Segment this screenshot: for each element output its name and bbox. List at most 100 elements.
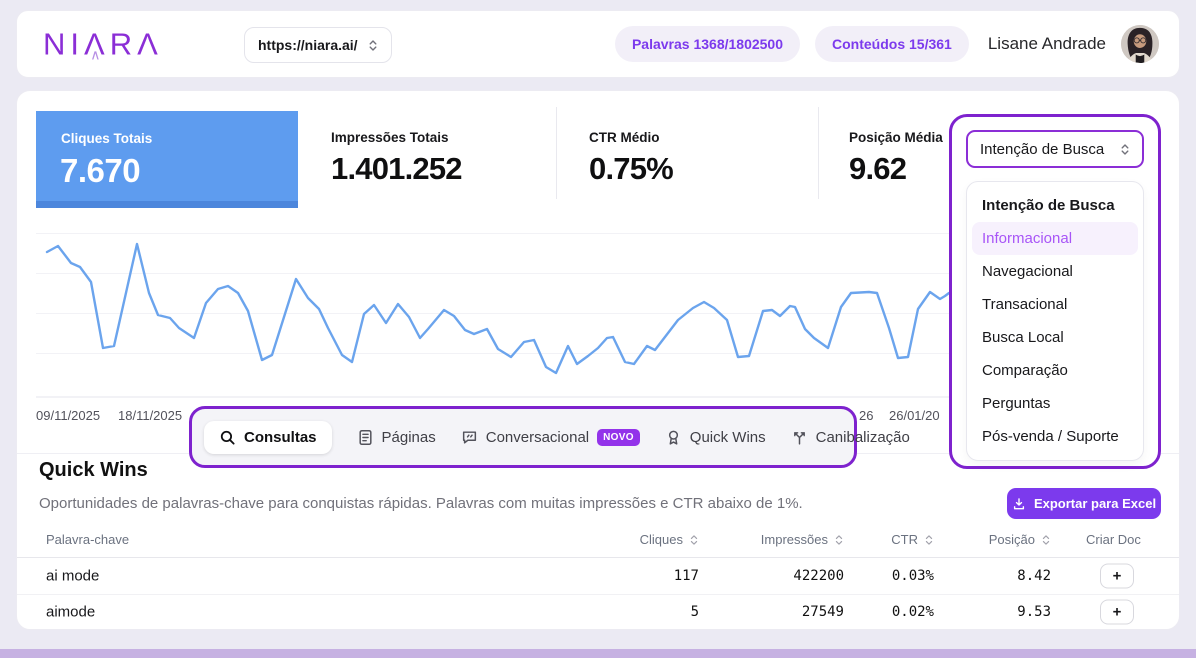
- split-icon: [793, 431, 805, 445]
- menu-option-transacional[interactable]: Transacional: [982, 296, 1068, 313]
- column-header-ctr[interactable]: CTR: [891, 532, 934, 547]
- clicks-line: [45, 242, 951, 375]
- menu-option-pos-venda-suporte[interactable]: Pós-venda / Suporte: [982, 428, 1119, 445]
- app-logo: NIΛ ∧ RΛ: [43, 26, 163, 63]
- intent-filter-menu: Intenção de Busca Informacional Navegaci…: [966, 181, 1144, 461]
- table-header-row: Palavra-chave Cliques Impressões CTR Pos…: [17, 527, 1179, 558]
- logo-a-glyph: Λ ∧: [84, 26, 110, 63]
- ctr-cell: 0.03%: [891, 568, 934, 584]
- stat-label: CTR Médio: [589, 130, 660, 145]
- tab-consultas[interactable]: Consultas: [204, 420, 332, 454]
- top-header: NIΛ ∧ RΛ https://niara.ai/ Palavras 1368/1…: [16, 10, 1180, 78]
- site-url-select[interactable]: https://niara.ai/: [244, 27, 392, 63]
- logo-inner-caret: ∧: [90, 46, 101, 63]
- stat-value: 7.670: [60, 152, 141, 189]
- create-doc-button[interactable]: +: [1100, 563, 1134, 589]
- conteudos-quota-badge: Conteúdos 15/361: [815, 26, 969, 62]
- column-header-criar-doc: Criar Doc: [1086, 532, 1141, 547]
- quick-wins-title: Quick Wins: [39, 459, 148, 481]
- chevron-updown-icon: [369, 39, 377, 51]
- tab-label: Páginas: [381, 428, 436, 446]
- palavras-quota-badge: Palavras 1368/1802500: [614, 26, 801, 62]
- stat-card-cliques-totais[interactable]: Cliques Totais 7.670: [36, 111, 298, 208]
- menu-option-perguntas[interactable]: Perguntas: [982, 395, 1051, 412]
- table-row: aimode 5 27549 0.02% 9.53 +: [17, 594, 1179, 630]
- stat-label: Posição Média: [849, 130, 943, 145]
- menu-option-busca-local[interactable]: Busca Local: [982, 329, 1064, 346]
- stat-card-ctr-medio[interactable]: CTR Médio 0.75%: [589, 130, 674, 187]
- ctr-cell: 0.02%: [891, 604, 934, 620]
- intent-filter-selected-value: Intenção de Busca: [980, 140, 1105, 158]
- sort-icon: [690, 534, 698, 545]
- stat-card-impressoes-totais[interactable]: Impressões Totais 1.401.252: [331, 130, 463, 187]
- user-name: Lisane Andrade: [987, 34, 1106, 53]
- stats-divider: [818, 107, 819, 199]
- position-cell: 9.53: [1017, 604, 1051, 620]
- keyword-cell: ai mode: [46, 567, 100, 585]
- header-right-cluster: Palavras 1368/1802500 Conteúdos 15/361 L…: [614, 11, 1159, 77]
- search-icon: [220, 430, 235, 445]
- dashboard-panel: Cliques Totais 7.670 Impressões Totais 1…: [16, 90, 1180, 630]
- table-row: ai mode 117 422200 0.03% 8.42 +: [17, 558, 1179, 595]
- sort-icon: [835, 534, 843, 545]
- column-header-posicao[interactable]: Posição: [989, 532, 1051, 547]
- quick-wins-description: Oportunidades de palavras-chave para con…: [39, 495, 803, 512]
- award-icon: [668, 430, 678, 445]
- impressions-cell: 27549: [801, 604, 844, 620]
- menu-option-intencao-de-busca[interactable]: Intenção de Busca: [982, 197, 1115, 214]
- stat-label: Impressões Totais: [331, 130, 449, 145]
- keyword-cell: aimode: [46, 603, 96, 621]
- stat-card-posicao-media[interactable]: Posição Média 9.62: [849, 130, 943, 187]
- logo-text-3: Λ: [137, 26, 163, 62]
- position-cell: 8.42: [1017, 568, 1051, 584]
- column-header-impressoes[interactable]: Impressões: [761, 532, 844, 547]
- x-tick-label: 26: [859, 408, 874, 423]
- column-header-cliques[interactable]: Cliques: [640, 532, 699, 547]
- x-tick-label: 26/01/20: [889, 408, 940, 423]
- menu-option-comparacao[interactable]: Comparação: [982, 362, 1068, 379]
- sort-icon: [1042, 534, 1050, 545]
- stat-value: 1.401.252: [331, 151, 463, 186]
- clicks-timeseries-chart: [36, 233, 951, 398]
- stat-label: Cliques Totais: [61, 131, 153, 146]
- site-url-value: https://niara.ai/: [258, 37, 358, 53]
- tab-label: Canibalização: [815, 428, 910, 446]
- avatar-portrait: [1121, 25, 1159, 63]
- logo-text-2: R: [109, 26, 138, 62]
- tab-paginas[interactable]: Páginas: [357, 429, 436, 446]
- intent-filter-select[interactable]: Intenção de Busca: [966, 130, 1144, 168]
- export-excel-label: Exportar para Excel: [1033, 496, 1157, 511]
- chat-icon: [462, 430, 476, 444]
- tab-canibalizacao[interactable]: Canibalização: [791, 429, 910, 446]
- chart-canvas: [36, 233, 951, 398]
- plus-icon: +: [1112, 603, 1122, 621]
- bottom-accent-strip: [0, 649, 1196, 658]
- sort-icon: [925, 534, 933, 545]
- logo-text: NI: [43, 26, 84, 62]
- novo-badge: NOVO: [597, 428, 640, 446]
- tab-label: Consultas: [244, 428, 317, 446]
- tab-label: Quick Wins: [689, 428, 766, 446]
- menu-option-informacional[interactable]: Informacional: [972, 222, 1138, 255]
- create-doc-button[interactable]: +: [1100, 599, 1134, 625]
- export-excel-button[interactable]: Exportar para Excel: [1007, 488, 1161, 519]
- plus-icon: +: [1112, 567, 1122, 585]
- impressions-cell: 422200: [793, 568, 844, 584]
- menu-option-navegacional[interactable]: Navegacional: [982, 263, 1073, 280]
- chevron-updown-icon: [1121, 143, 1129, 155]
- file-icon: [358, 429, 372, 445]
- column-header-palavra-chave: Palavra-chave: [46, 532, 130, 547]
- x-tick-label: 18/11/2025: [118, 408, 183, 423]
- report-tabs-bar: Consultas Páginas Conversacional NOVO Qu…: [189, 406, 910, 468]
- stat-value: 9.62: [849, 151, 907, 186]
- clicks-cell: 117: [673, 568, 699, 584]
- user-avatar[interactable]: [1121, 25, 1159, 63]
- x-tick-label: 09/11/2025: [36, 408, 101, 423]
- intent-filter-panel: Intenção de Busca Intenção de Busca Info…: [949, 114, 1161, 469]
- stats-divider: [556, 107, 557, 199]
- download-icon: [1013, 497, 1025, 509]
- tab-quick-wins[interactable]: Quick Wins: [665, 429, 766, 446]
- clicks-cell: 5: [690, 604, 699, 620]
- tab-conversacional[interactable]: Conversacional NOVO: [461, 428, 640, 446]
- stat-value: 0.75%: [589, 151, 674, 186]
